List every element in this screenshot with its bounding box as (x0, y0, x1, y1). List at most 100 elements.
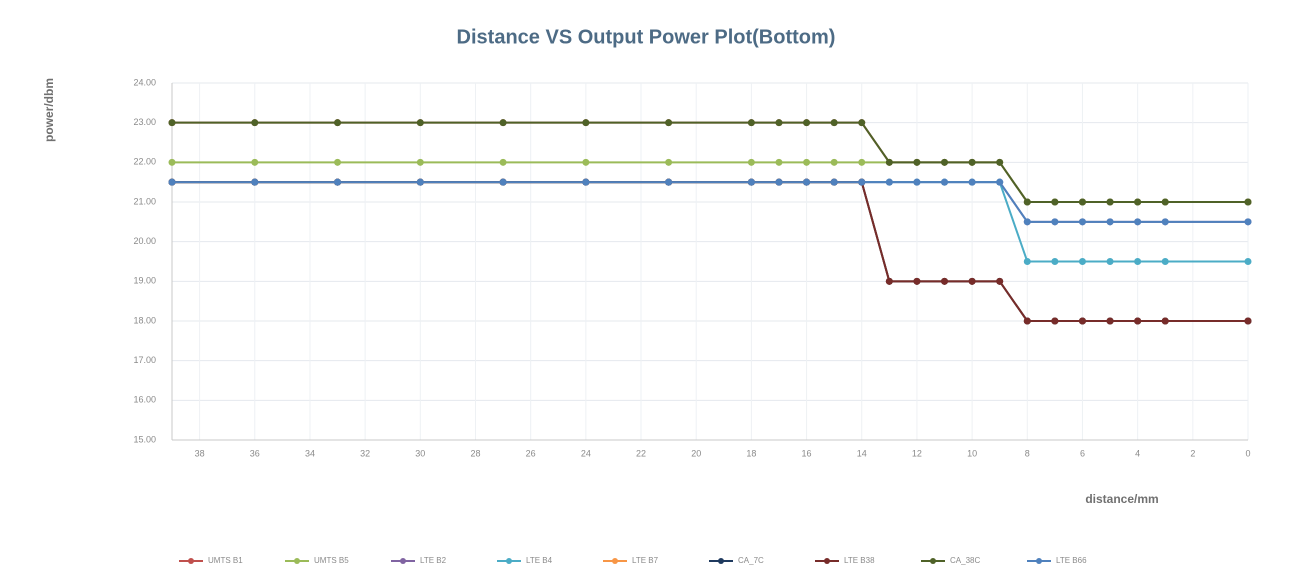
chart-title: Distance VS Output Power Plot(Bottom) (457, 26, 836, 48)
y-tick-label: 15.00 (133, 434, 156, 444)
data-point (499, 158, 507, 166)
data-point (251, 178, 259, 186)
data-point (1161, 218, 1169, 226)
data-point (334, 178, 342, 186)
x-tick-label: 2 (1190, 448, 1195, 458)
data-point (1134, 317, 1142, 325)
y-tick-label: 22.00 (133, 157, 156, 167)
x-tick-label: 28 (470, 448, 480, 458)
legend-label: LTE B66 (1056, 556, 1087, 565)
data-point (858, 178, 866, 186)
data-point (665, 119, 673, 127)
legend-label: CA_38C (950, 556, 980, 565)
data-point (747, 158, 755, 166)
y-tick-label: 19.00 (133, 276, 156, 286)
legend-label: CA_7C (738, 556, 764, 565)
y-tick-label: 16.00 (133, 395, 156, 405)
x-tick-label: 24 (581, 448, 591, 458)
data-point (582, 158, 590, 166)
legend-marker (824, 558, 830, 564)
data-point (1106, 258, 1114, 265)
data-point (968, 178, 976, 186)
y-axis-title: power/dbm (42, 78, 56, 142)
data-point (1106, 218, 1114, 226)
x-tick-label: 18 (746, 448, 756, 458)
data-point (416, 119, 424, 127)
x-tick-label: 30 (415, 448, 425, 458)
legend-label: UMTS B1 (208, 556, 243, 565)
data-point (913, 158, 921, 166)
data-point (996, 178, 1004, 186)
data-point (334, 158, 342, 166)
x-tick-label: 38 (195, 448, 205, 458)
data-point (1161, 198, 1169, 206)
data-point (803, 119, 811, 127)
data-point (968, 277, 976, 285)
x-axis-title: distance/mm (1085, 492, 1158, 506)
series-line (172, 181, 1248, 223)
series-line (172, 121, 1248, 203)
legend-marker (612, 558, 618, 564)
data-point (1106, 317, 1114, 325)
data-point (803, 178, 811, 186)
data-point (416, 158, 424, 166)
legend-marker (718, 558, 724, 564)
legend-marker (506, 558, 512, 564)
data-point (1161, 317, 1169, 325)
legend-label: LTE B4 (526, 556, 553, 565)
data-point (830, 158, 838, 166)
data-point (941, 178, 949, 186)
x-tick-label: 8 (1025, 448, 1030, 458)
data-point (775, 119, 783, 127)
data-point (1023, 198, 1031, 206)
y-tick-label: 24.00 (133, 77, 156, 87)
legend-marker (188, 558, 194, 564)
data-point (1244, 258, 1252, 265)
data-point (168, 119, 176, 127)
y-tick-label: 18.00 (133, 315, 156, 325)
legend-label: LTE B2 (420, 556, 447, 565)
data-point (830, 119, 838, 127)
data-point (251, 119, 259, 127)
data-point (1244, 317, 1252, 325)
data-point (1078, 218, 1086, 226)
y-tick-label: 17.00 (133, 355, 156, 365)
data-point (803, 158, 811, 166)
data-point (1051, 198, 1059, 206)
x-tick-label: 6 (1080, 448, 1085, 458)
legend-marker (930, 558, 936, 564)
data-point (1023, 317, 1031, 325)
data-point (1078, 258, 1086, 265)
data-point (1134, 198, 1142, 206)
y-tick-label: 23.00 (133, 117, 156, 127)
data-point (1078, 198, 1086, 206)
x-tick-label: 10 (967, 448, 977, 458)
data-point (885, 158, 893, 166)
data-point (582, 178, 590, 186)
legend-label: LTE B7 (632, 556, 659, 565)
y-tick-label: 20.00 (133, 236, 156, 246)
data-point (334, 119, 342, 127)
data-point (941, 158, 949, 166)
legend-marker (400, 558, 406, 564)
data-point (913, 178, 921, 186)
data-point (1134, 218, 1142, 226)
legend-marker (1036, 558, 1042, 564)
data-point (665, 178, 673, 186)
x-tick-label: 14 (857, 448, 867, 458)
x-tick-label: 0 (1245, 448, 1250, 458)
x-tick-label: 32 (360, 448, 370, 458)
x-tick-label: 36 (250, 448, 260, 458)
data-point (885, 178, 893, 186)
data-point (1078, 317, 1086, 325)
data-point (1023, 218, 1031, 226)
data-point (775, 178, 783, 186)
data-point (913, 277, 921, 285)
legend-marker (294, 558, 300, 564)
data-point (251, 158, 259, 166)
y-tick-label: 21.00 (133, 196, 156, 206)
data-point (996, 277, 1004, 285)
data-point (1161, 258, 1169, 265)
data-point (168, 178, 176, 186)
